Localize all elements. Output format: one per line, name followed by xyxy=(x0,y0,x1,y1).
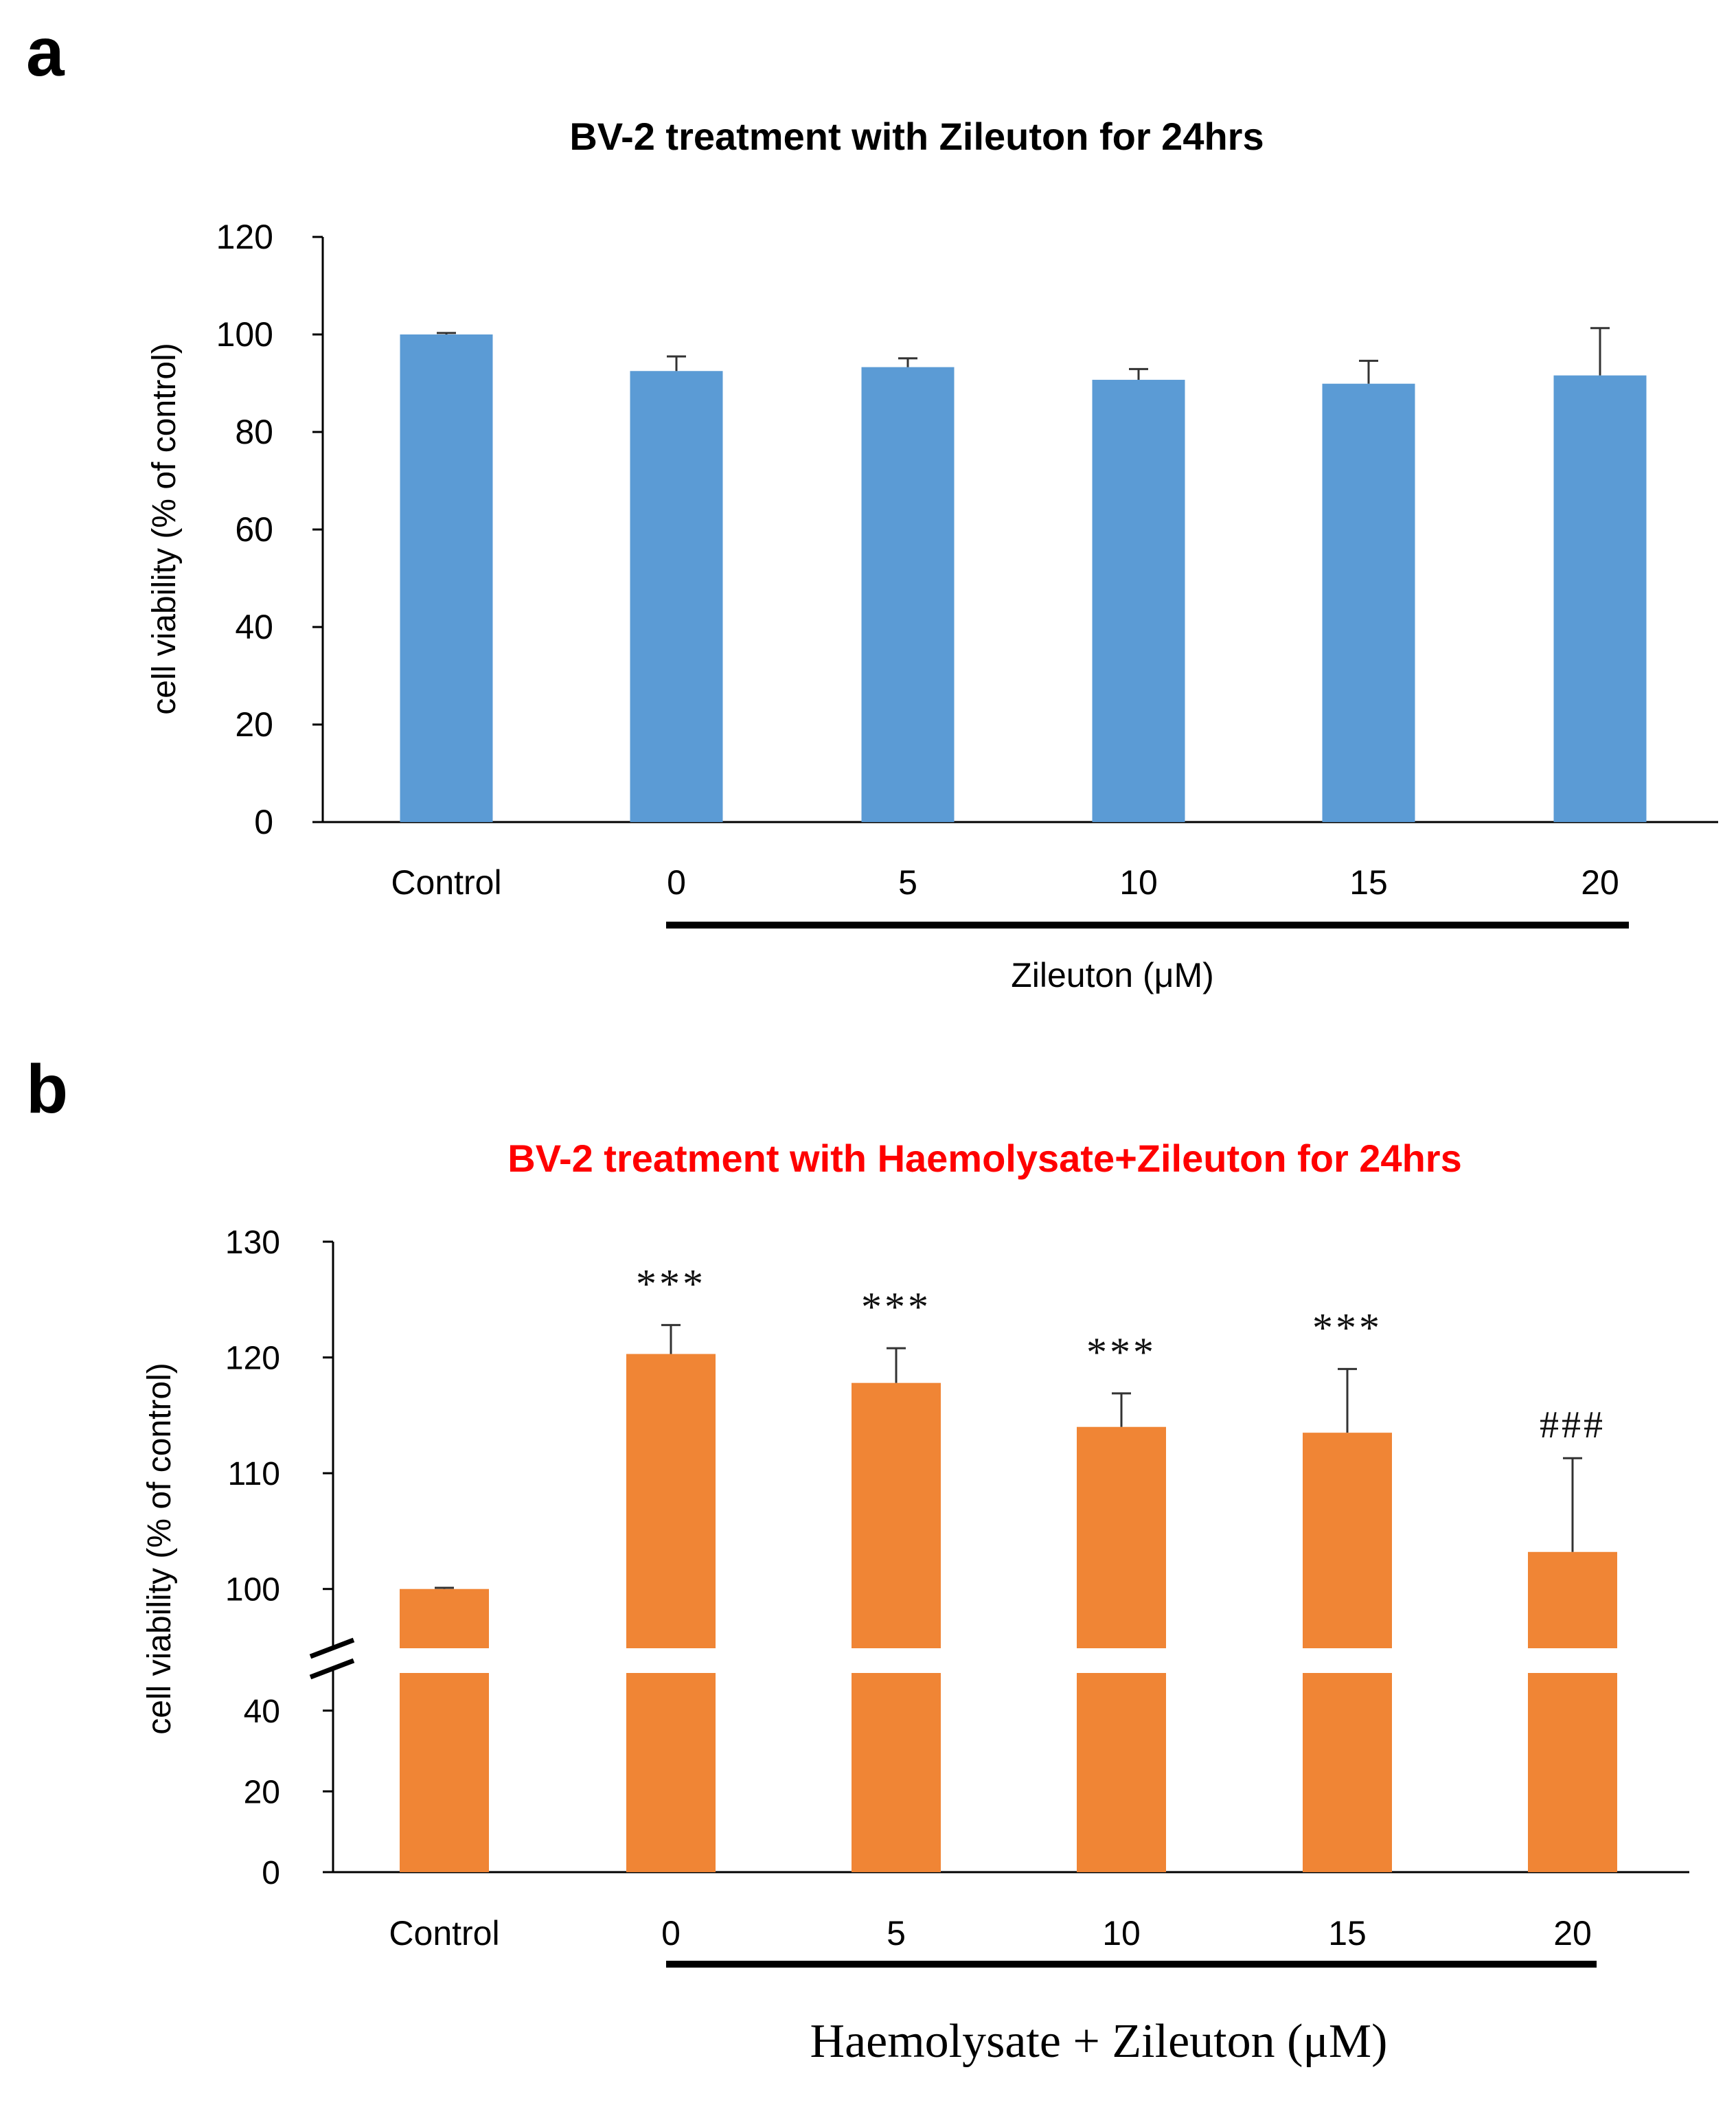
y-tick-label: 120 xyxy=(225,1341,280,1377)
panel-b-significance-marks: *** *** *** *** ### xyxy=(636,1261,1606,1446)
panel-b-title-text: BV-2 treatment with Haemolysate+Zileuton… xyxy=(507,1137,1461,1180)
panel-a-title: BV-2 treatment with Zileuton for 24hrs xyxy=(569,115,1264,158)
bar-upper-segment xyxy=(400,1588,489,1648)
x-tick-label: 0 xyxy=(661,1914,681,1952)
y-tick-label: 130 xyxy=(225,1225,280,1261)
panel-a-label: a xyxy=(26,14,65,91)
axis-break-stroke-bottom xyxy=(309,1658,355,1680)
x-tick-label: 20 xyxy=(1581,863,1619,902)
panel-a: a BV-2 treatment with Zileuton for 24hrs… xyxy=(26,14,1718,994)
y-tick-label: 100 xyxy=(225,1572,280,1608)
panel-a-error-bars xyxy=(437,327,1610,384)
bar-lower-segment xyxy=(1077,1673,1166,1872)
bar-lower-segment xyxy=(1303,1673,1392,1872)
x-tick-label: 10 xyxy=(1119,863,1158,902)
x-tick-label: 10 xyxy=(1102,1914,1141,1952)
panel-a-x-tick-labels: Control 0 5 10 15 20 xyxy=(391,863,1619,902)
panel-b-y-ticks: 0 20 40 100 110 120 130 xyxy=(225,1225,333,1891)
bar xyxy=(1322,383,1415,822)
bar-upper-segment xyxy=(1303,1433,1392,1648)
panel-a-y-ticks: 0 20 40 60 80 100 120 xyxy=(216,218,323,841)
y-tick-label: 20 xyxy=(244,1774,280,1810)
x-tick-label: Control xyxy=(391,863,501,902)
panel-b-title: BV-2 treatment with Haemolysate+Zileuton… xyxy=(507,1137,1461,1180)
bar-lower-segment xyxy=(852,1673,941,1872)
significance-mark: *** xyxy=(861,1284,931,1330)
y-tick-label: 20 xyxy=(235,705,273,744)
panel-b: b BV-2 treatment with Haemolysate+Zileut… xyxy=(26,1051,1689,2068)
panel-b-axis-break-mark xyxy=(309,1637,355,1680)
panel-a-y-axis-label: cell viability (% of control) xyxy=(146,343,183,715)
x-tick-label: 5 xyxy=(887,1914,906,1952)
bar-lower-segment xyxy=(626,1673,716,1872)
panel-a-x-axis-label: Zileuton (μM) xyxy=(1011,956,1214,994)
y-tick-label: 40 xyxy=(244,1694,280,1730)
panel-b-error-bars xyxy=(435,1323,1582,1589)
significance-mark: *** xyxy=(1312,1305,1382,1350)
y-tick-label: 80 xyxy=(235,413,273,451)
x-tick-label: 5 xyxy=(898,863,917,902)
x-tick-label: 15 xyxy=(1349,863,1388,902)
panel-b-bars xyxy=(400,1354,1617,1872)
bar xyxy=(630,371,723,822)
significance-mark: ### xyxy=(1540,1404,1606,1446)
bar xyxy=(1553,375,1647,822)
x-tick-label: 15 xyxy=(1328,1914,1367,1952)
axis-break-stroke-top xyxy=(309,1637,355,1659)
x-tick-label: 20 xyxy=(1553,1914,1592,1952)
bar-upper-segment xyxy=(626,1354,716,1648)
bar-lower-segment xyxy=(400,1673,489,1872)
x-tick-label: 0 xyxy=(667,863,686,902)
bar xyxy=(400,334,493,822)
y-tick-label: 0 xyxy=(254,803,273,841)
y-tick-label: 120 xyxy=(216,218,273,256)
bar-upper-segment xyxy=(1528,1551,1617,1648)
significance-mark: *** xyxy=(636,1261,706,1306)
y-tick-label: 40 xyxy=(235,608,273,646)
panel-b-y-axis-label: cell viability (% of control) xyxy=(141,1363,178,1735)
bar-upper-segment xyxy=(852,1382,941,1648)
y-tick-label: 60 xyxy=(235,510,273,549)
bar xyxy=(861,367,955,822)
panel-a-bars xyxy=(400,334,1647,822)
panel-b-x-axis-label: Haemolysate + Zileuton (μM) xyxy=(810,2015,1388,2068)
bar xyxy=(1092,380,1185,822)
x-tick-label: Control xyxy=(389,1914,499,1952)
significance-mark: *** xyxy=(1086,1330,1156,1375)
bar-lower-segment xyxy=(1528,1673,1617,1872)
bar-upper-segment xyxy=(1077,1426,1166,1648)
panel-b-x-tick-labels: Control 0 5 10 15 20 xyxy=(389,1914,1591,1952)
y-tick-label: 100 xyxy=(216,315,273,354)
y-tick-label: 110 xyxy=(227,1456,280,1492)
panel-b-label: b xyxy=(26,1051,68,1128)
y-tick-label: 0 xyxy=(262,1855,280,1891)
